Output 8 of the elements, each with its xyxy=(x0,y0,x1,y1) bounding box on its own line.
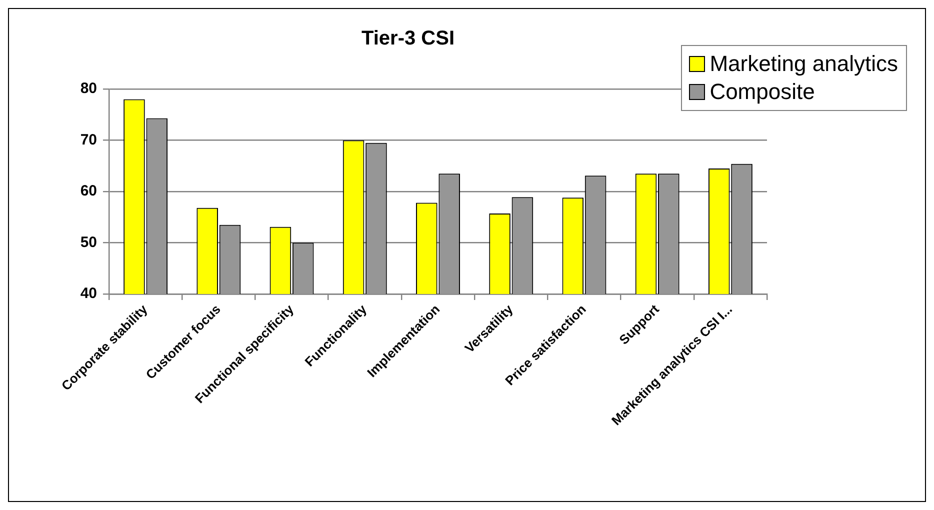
y-tick-label: 80 xyxy=(80,80,97,98)
y-tick-label: 60 xyxy=(80,182,97,200)
legend-label: Composite xyxy=(710,78,815,106)
y-tick-label: 70 xyxy=(80,131,97,148)
y-tick-label: 40 xyxy=(80,285,97,302)
chart-title: Tier-3 CSI xyxy=(362,28,454,50)
y-tick-label: 50 xyxy=(80,234,97,251)
legend-label: Marketing analytics xyxy=(710,50,898,78)
